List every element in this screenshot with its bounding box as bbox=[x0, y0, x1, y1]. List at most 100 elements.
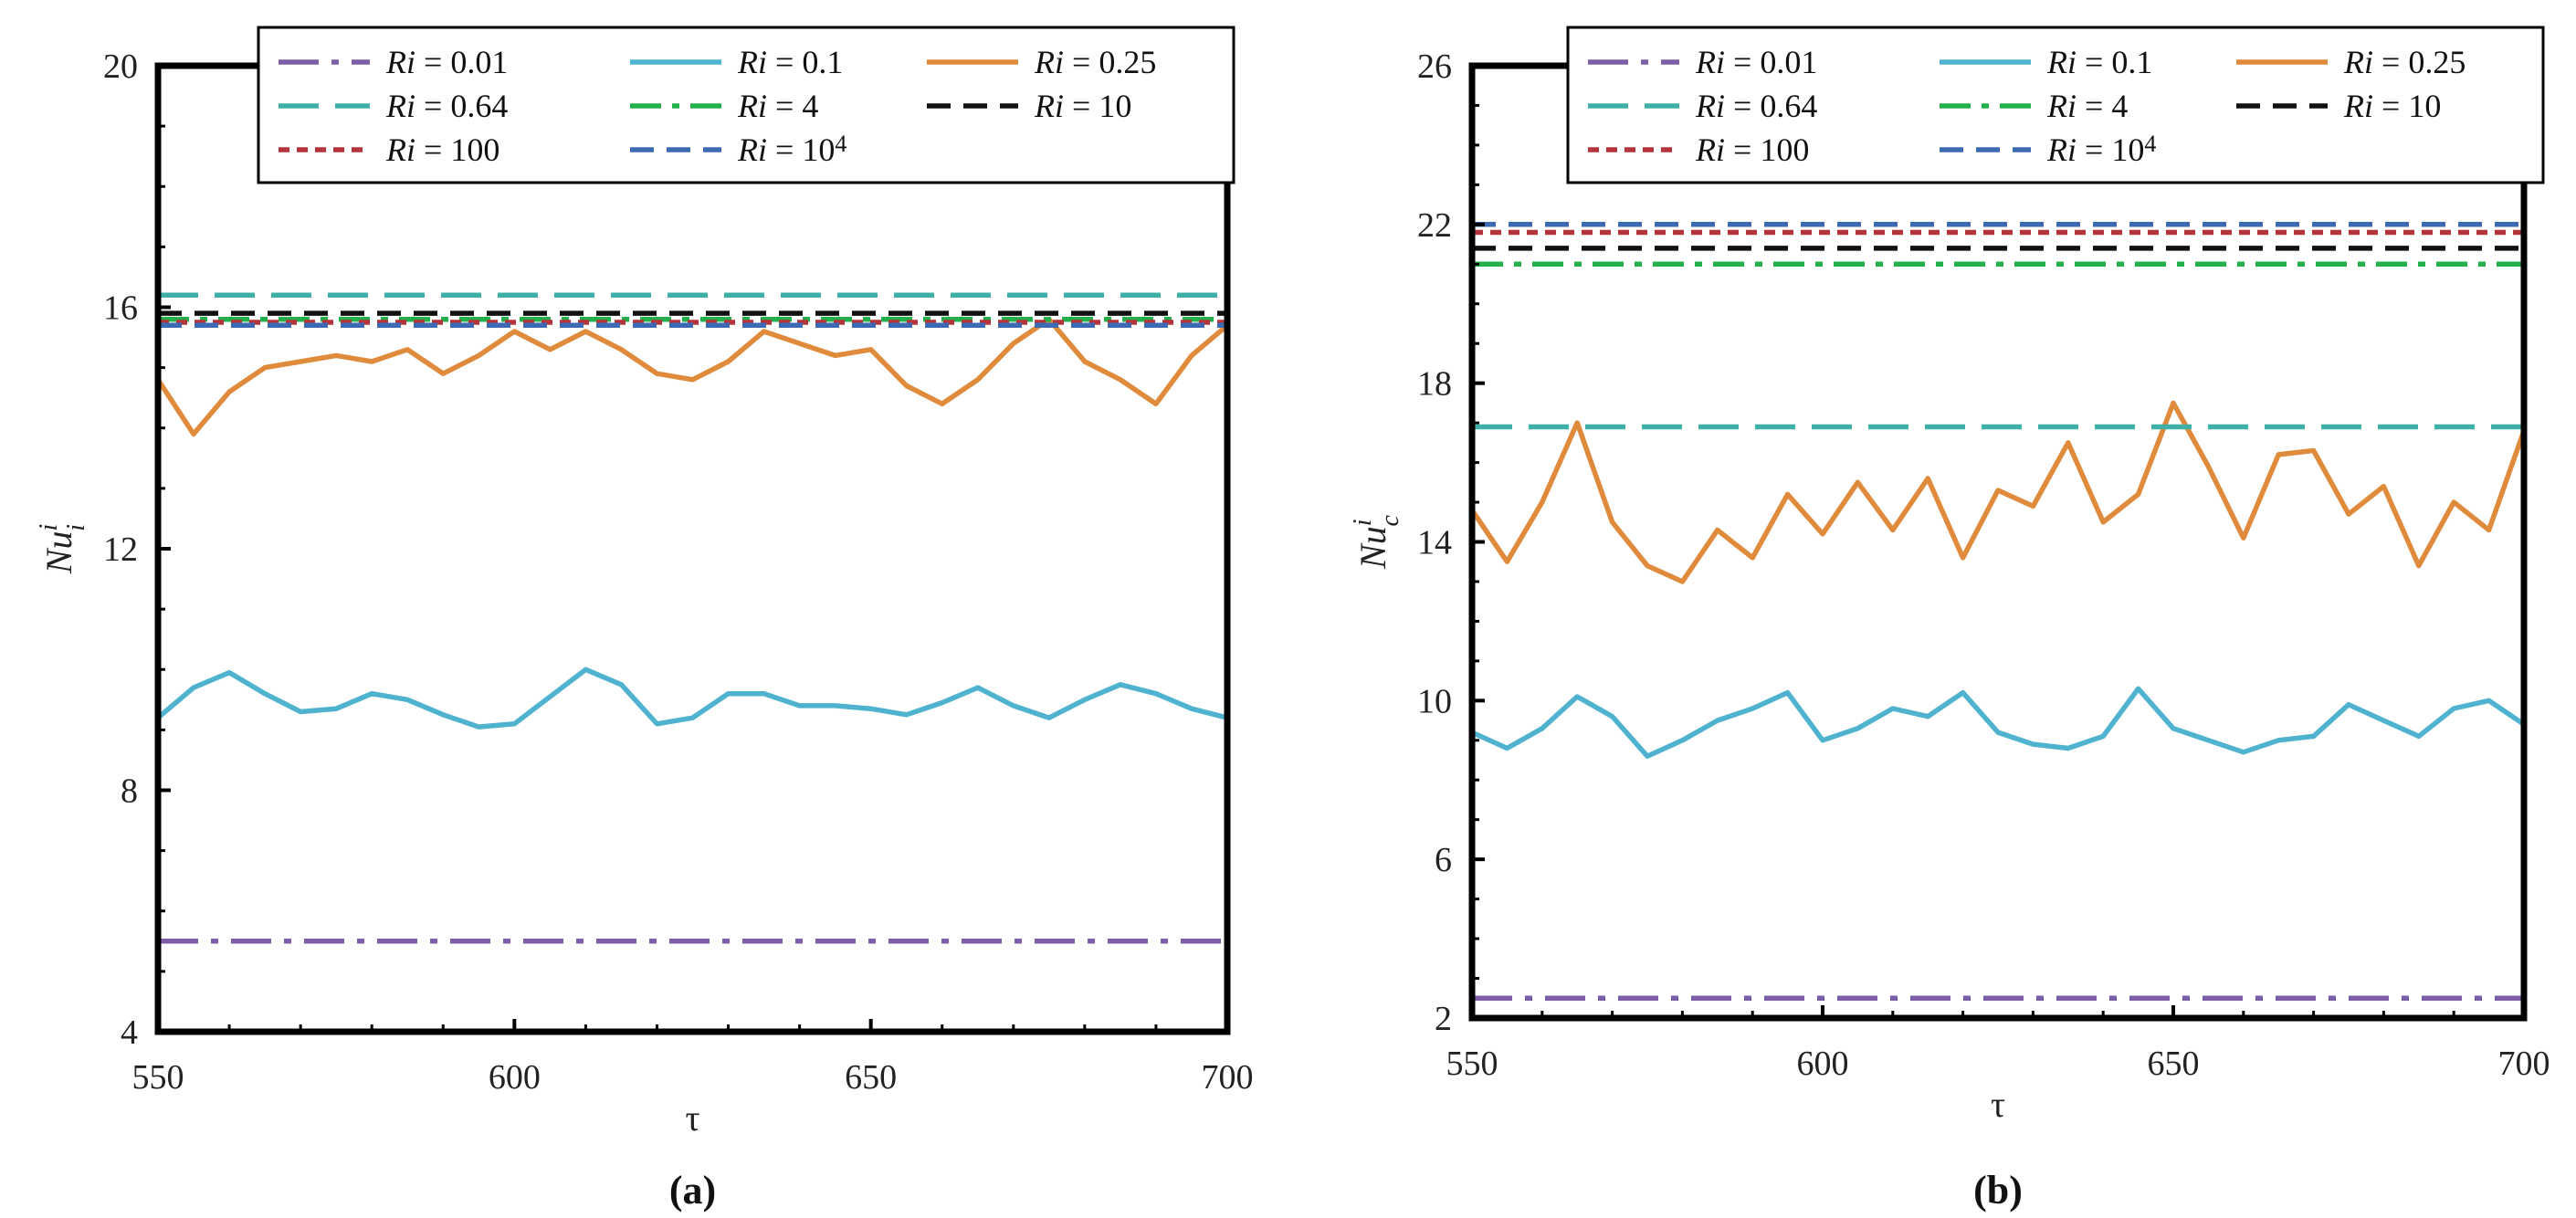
legend-label-value: 10 bbox=[2408, 88, 2441, 124]
legend-label-eq: = bbox=[1064, 88, 1099, 124]
y-tick-label: 22 bbox=[1417, 206, 1452, 245]
y-tick-label: 18 bbox=[1417, 365, 1452, 404]
legend-label-prefix: Ri bbox=[1695, 44, 1725, 80]
legend-label-eq: = bbox=[415, 44, 450, 80]
legend-label-prefix: Ri bbox=[1034, 88, 1064, 124]
legend-label-eq: = bbox=[2077, 44, 2111, 80]
y-axis-title-sub: i bbox=[62, 524, 90, 531]
x-axis-title: τ bbox=[685, 1097, 699, 1139]
legend-label-value: 0.25 bbox=[1099, 44, 1156, 80]
legend-label-prefix: Ri bbox=[737, 131, 767, 168]
legend-label-eq: = bbox=[415, 131, 450, 168]
legend-label-prefix: Ri bbox=[2046, 44, 2077, 80]
panel-label: (a) bbox=[669, 1168, 716, 1213]
legend-label-prefix: Ri bbox=[737, 88, 767, 124]
legend-label-prefix: Ri bbox=[1695, 88, 1725, 124]
legend-label-ri100: Ri = 100 bbox=[1695, 131, 1809, 168]
y-tick-label: 2 bbox=[1435, 1000, 1452, 1038]
legend-label-eq: = bbox=[2373, 44, 2408, 80]
y-axis-title-main: Nu bbox=[1352, 526, 1393, 570]
legend-label-ri10: Ri = 10 bbox=[2343, 88, 2441, 124]
legend-label-prefix: Ri bbox=[2046, 131, 2077, 168]
legend-label-ri10: Ri = 10 bbox=[1034, 88, 1131, 124]
legend-label-ri025: Ri = 0.25 bbox=[2343, 44, 2466, 80]
legend-label-ri025: Ri = 0.25 bbox=[1034, 44, 1156, 80]
legend-label-prefix: Ri bbox=[385, 131, 415, 168]
legend-label-eq: = bbox=[2077, 131, 2111, 168]
legend-label-value: 100 bbox=[450, 131, 499, 168]
legend-label-eq: = bbox=[767, 88, 802, 124]
legend-label-value: 0.01 bbox=[450, 44, 508, 80]
y-axis-title-sub: c bbox=[1376, 514, 1404, 526]
y-tick-label: 20 bbox=[103, 47, 138, 86]
y-axis-title-sup: i bbox=[1349, 519, 1377, 526]
series-line-ri01 bbox=[1470, 686, 2526, 759]
legend-label-value: 10 bbox=[2111, 131, 2144, 168]
x-tick-label: 550 bbox=[132, 1058, 184, 1097]
legend-label-ri01: Ri = 0.1 bbox=[737, 44, 843, 80]
legend-label-eq: = bbox=[2373, 88, 2408, 124]
legend-label-prefix: Ri bbox=[2343, 88, 2373, 124]
x-tick-label: 650 bbox=[2148, 1045, 2200, 1083]
legend-label-ri1e4: Ri = 104 bbox=[2046, 131, 2156, 168]
legend-label-ri001: Ri = 0.01 bbox=[385, 44, 508, 80]
legend-label-eq: = bbox=[415, 88, 450, 124]
legend-label-ri4: Ri = 4 bbox=[737, 88, 818, 124]
legend-label-value: 4 bbox=[802, 88, 818, 124]
plot-frame bbox=[154, 62, 1231, 1035]
y-axis-title-text: Nuii bbox=[35, 524, 90, 574]
legend-label-value: 0.64 bbox=[450, 88, 508, 124]
x-tick-label: 600 bbox=[489, 1058, 541, 1097]
legend-box bbox=[257, 26, 1235, 184]
legend-label-ri01: Ri = 0.1 bbox=[2046, 44, 2152, 80]
legend-label-prefix: Ri bbox=[2343, 44, 2373, 80]
legend-label-value: 100 bbox=[1760, 131, 1809, 168]
y-tick-label: 26 bbox=[1417, 47, 1452, 86]
legend-label-value: 10 bbox=[1099, 88, 1131, 124]
y-axis-title: Nuic bbox=[1349, 514, 1404, 569]
legend-label-ri064: Ri = 0.64 bbox=[1695, 88, 1817, 124]
legend-label-ri4: Ri = 4 bbox=[2046, 88, 2128, 124]
y-tick-label: 8 bbox=[121, 772, 138, 811]
series-line-ri025 bbox=[1469, 400, 2527, 584]
legend-label-value: 0.64 bbox=[1760, 88, 1817, 124]
legend-label-prefix: Ri bbox=[385, 88, 415, 124]
y-tick-label: 10 bbox=[1417, 682, 1452, 720]
legend-label-value: 0.1 bbox=[802, 44, 843, 80]
legend-label-value: 0.01 bbox=[1760, 44, 1817, 80]
legend-label-ri064: Ri = 0.64 bbox=[385, 88, 508, 124]
legend-label-eq: = bbox=[1725, 131, 1760, 168]
series-line-ri025 bbox=[155, 316, 1229, 437]
legend-label-eq: = bbox=[1725, 44, 1760, 80]
y-axis-title-text: Nuic bbox=[1349, 514, 1404, 569]
legend-label-value: 0.1 bbox=[2111, 44, 2152, 80]
series-group bbox=[1469, 222, 2527, 1002]
legend-label-eq: = bbox=[1064, 44, 1099, 80]
legend-label-ri100: Ri = 100 bbox=[385, 131, 499, 168]
panel-label: (b) bbox=[1973, 1168, 2023, 1213]
x-tick-label: 700 bbox=[1202, 1058, 1254, 1097]
legend-label-eq: = bbox=[1725, 88, 1760, 124]
x-tick-label: 700 bbox=[2498, 1045, 2550, 1083]
legend-box bbox=[1566, 26, 2545, 184]
legend-label-eq: = bbox=[767, 44, 802, 80]
x-tick-label: 600 bbox=[1797, 1045, 1849, 1083]
legend-label-prefix: Ri bbox=[737, 44, 767, 80]
legend-label-ri1e4: Ri = 104 bbox=[737, 131, 846, 168]
y-tick-label: 4 bbox=[121, 1013, 138, 1052]
y-axis-title-main: Nu bbox=[38, 531, 79, 575]
y-tick-label: 6 bbox=[1435, 841, 1452, 879]
legend-label-value: 10 bbox=[802, 131, 835, 168]
legend-label-prefix: Ri bbox=[2046, 88, 2077, 124]
legend-label-value: 4 bbox=[2111, 88, 2128, 124]
legend-label-eq: = bbox=[767, 131, 802, 168]
legend-label-sup: 4 bbox=[835, 131, 846, 157]
x-axis-title: τ bbox=[1991, 1084, 2005, 1125]
y-axis-title-sup: i bbox=[35, 524, 63, 531]
legend-label-ri001: Ri = 0.01 bbox=[1695, 44, 1817, 80]
y-tick-label: 14 bbox=[1417, 524, 1452, 562]
